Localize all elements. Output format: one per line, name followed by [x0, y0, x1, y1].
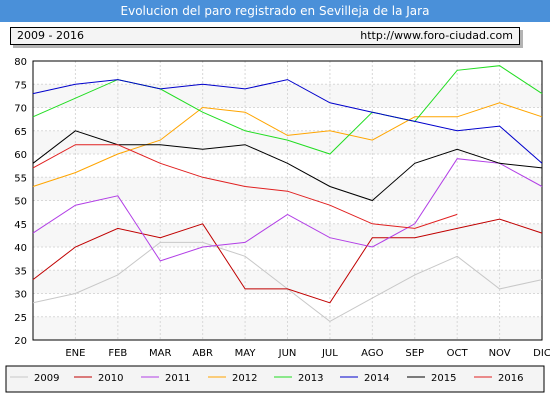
legend-label-2010: 2010: [98, 373, 123, 384]
series-line-2016: [32, 144, 458, 229]
y-tick-label: 65: [14, 127, 27, 138]
y-tick-label: 60: [14, 150, 27, 161]
x-tick-label: JUN: [278, 348, 297, 359]
x-tick-label: DIC: [533, 348, 550, 359]
legend-label-2015: 2015: [431, 373, 456, 384]
series-line-2011: [32, 158, 543, 262]
y-tick-label: 50: [14, 197, 27, 208]
info-box: 2009 - 2016 http://www.foro-ciudad.com: [10, 27, 520, 45]
x-tick-label: OCT: [447, 348, 469, 359]
chart-title: Evolucion del paro registrado en Seville…: [0, 0, 550, 22]
legend-label-2014: 2014: [364, 373, 389, 384]
x-tick-label: FEB: [108, 348, 127, 359]
x-tick-label: ENE: [65, 348, 85, 359]
x-tick-label: SEP: [405, 348, 424, 359]
series-line-2014: [32, 79, 543, 164]
source-url[interactable]: http://www.foro-ciudad.com: [360, 29, 513, 42]
legend-label-2012: 2012: [232, 373, 257, 384]
y-tick-label: 30: [14, 290, 27, 301]
y-tick-label: 55: [14, 173, 27, 184]
y-tick-label: 35: [14, 266, 27, 277]
y-tick-label: 75: [14, 80, 27, 91]
legend-label-2011: 2011: [165, 373, 190, 384]
y-tick-label: 70: [14, 104, 27, 115]
legend-label-2013: 2013: [298, 373, 323, 384]
x-tick-label: ABR: [192, 348, 213, 359]
legend-box: [5, 365, 545, 393]
y-tick-label: 40: [14, 243, 27, 254]
y-tick-label: 45: [14, 220, 27, 231]
x-tick-label: AGO: [361, 348, 383, 359]
plot-frame: [32, 60, 543, 341]
x-tick-label: MAY: [235, 348, 257, 359]
y-tick-label: 80: [14, 57, 27, 68]
period-label: 2009 - 2016: [17, 29, 84, 42]
x-tick-label: MAR: [149, 348, 171, 359]
y-tick-label: 20: [14, 336, 27, 347]
legend-label-2016: 2016: [498, 373, 523, 384]
legend-label-2009: 2009: [34, 373, 59, 384]
series-line-2012: [32, 102, 543, 187]
grid-band: [33, 200, 542, 224]
x-tick-label: NOV: [489, 348, 511, 359]
y-tick-label: 25: [14, 313, 27, 324]
x-tick-label: JUL: [321, 348, 338, 359]
series-line-2010: [32, 218, 543, 304]
